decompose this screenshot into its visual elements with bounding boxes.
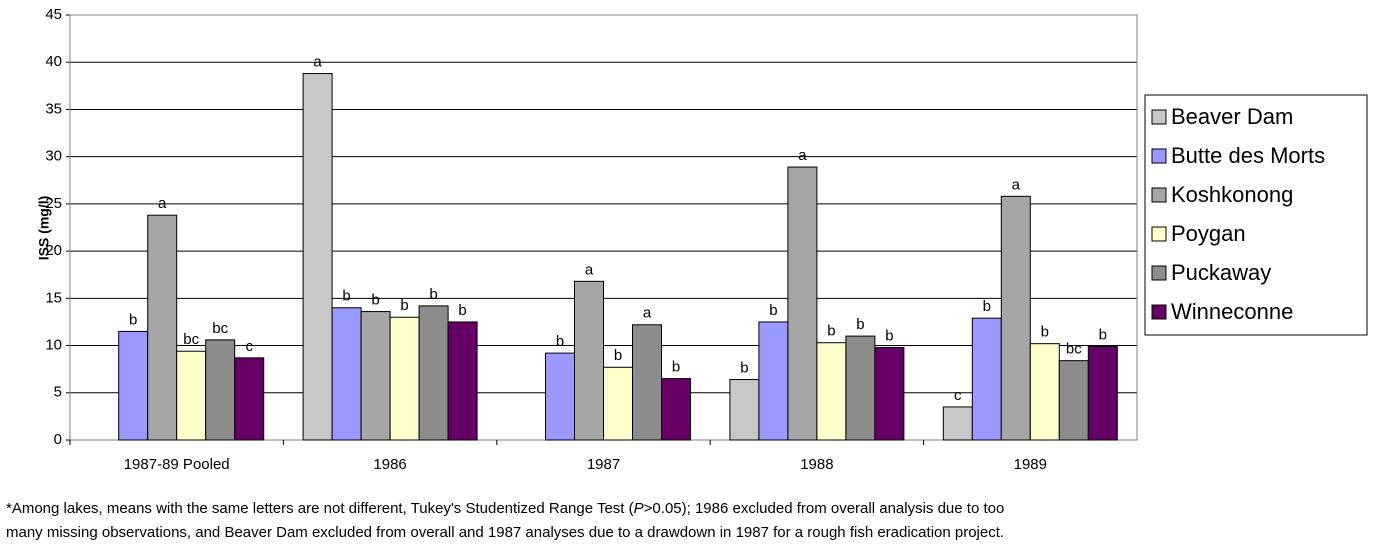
significance-letter: c [954, 387, 962, 404]
legend-label: Poygan [1171, 221, 1246, 246]
bar [389, 316, 420, 441]
bar [661, 378, 691, 441]
footnote-text: >0.05); 1986 excluded from overall analy… [644, 500, 1005, 517]
bar [971, 317, 1002, 441]
y-tick-label: 10 [45, 337, 62, 354]
legend-swatch [1151, 226, 1167, 242]
bar [845, 335, 876, 441]
bar [1029, 343, 1060, 441]
significance-letter: b [856, 316, 864, 333]
bar [118, 330, 149, 441]
bar [787, 166, 818, 441]
legend-swatch [1151, 304, 1167, 320]
bar [603, 366, 633, 441]
y-tick-label: 25 [45, 195, 62, 212]
y-tick-label: 20 [45, 242, 62, 259]
bar [758, 321, 789, 441]
footnote-line1: *Among lakes, means with the same letter… [6, 500, 1004, 517]
legend-label: Winneconne [1171, 299, 1293, 324]
significance-letter: b [429, 286, 437, 303]
legend-box [1144, 94, 1368, 336]
significance-letter: a [313, 54, 322, 71]
legend-swatch [1151, 265, 1167, 281]
significance-letter: c [245, 338, 253, 355]
bar [874, 346, 905, 441]
significance-letter: b [371, 292, 379, 309]
significance-letter: b [885, 327, 893, 344]
bar [360, 311, 391, 441]
legend-label: Puckaway [1171, 260, 1271, 285]
significance-letter: b [827, 323, 835, 340]
y-tick-label: 30 [45, 148, 62, 165]
significance-letter: b [1099, 326, 1107, 343]
significance-letter: b [769, 302, 777, 319]
x-tick-label: 1986 [373, 456, 406, 473]
footnote-text: P [634, 500, 644, 517]
significance-letter: b [672, 359, 680, 376]
significance-letter: b [342, 288, 350, 305]
y-tick-label: 45 [45, 6, 62, 23]
legend-swatch [1151, 109, 1167, 125]
significance-letter: a [1012, 176, 1021, 193]
significance-letter: bc [1066, 341, 1082, 358]
significance-letter: bc [212, 320, 228, 337]
bar [1087, 346, 1118, 441]
bar [574, 280, 604, 441]
significance-letter: a [798, 147, 807, 164]
y-tick-label: 15 [45, 289, 62, 306]
footnote-text: *Among lakes, means with the same letter… [6, 500, 634, 517]
bar [447, 321, 478, 441]
y-tick-label: 0 [54, 431, 62, 448]
significance-letter: b [129, 311, 137, 328]
bar [1000, 195, 1031, 441]
x-tick-label: 1987-89 Pooled [124, 456, 230, 473]
significance-letter: b [1041, 324, 1049, 341]
legend-label: Butte des Morts [1171, 143, 1325, 168]
bar [205, 339, 236, 441]
significance-letter: b [614, 347, 622, 364]
bar [418, 305, 449, 441]
bar [545, 352, 575, 441]
bar [331, 307, 362, 441]
significance-letter: b [556, 333, 564, 350]
significance-letter: bc [183, 331, 199, 348]
bar [729, 379, 760, 441]
significance-letter: b [458, 302, 466, 319]
significance-letter: a [158, 195, 167, 212]
legend-label: Koshkonong [1171, 182, 1293, 207]
bar [234, 357, 265, 441]
y-tick-label: 40 [45, 53, 62, 70]
bar [942, 406, 973, 441]
significance-letter: b [400, 297, 408, 314]
legend-swatch [1151, 187, 1167, 203]
y-axis-label: ISS (mg/l) [36, 196, 52, 261]
bar [1058, 360, 1089, 441]
y-tick-label: 35 [45, 100, 62, 117]
x-tick-label: 1989 [1014, 456, 1047, 473]
y-tick-label: 5 [54, 384, 62, 401]
legend-swatch [1151, 148, 1167, 164]
significance-letter: a [643, 305, 652, 322]
significance-letter: a [585, 261, 594, 278]
significance-letter: b [740, 360, 748, 377]
bar [176, 350, 207, 441]
bar [632, 324, 662, 441]
x-tick-label: 1987 [587, 456, 620, 473]
bar [816, 342, 847, 441]
bar [147, 214, 178, 441]
footnote-line2: many missing observations, and Beaver Da… [6, 524, 1004, 541]
significance-letter: b [983, 298, 991, 315]
x-tick-label: 1988 [800, 456, 833, 473]
bar [302, 73, 333, 441]
legend-label: Beaver Dam [1171, 104, 1293, 129]
